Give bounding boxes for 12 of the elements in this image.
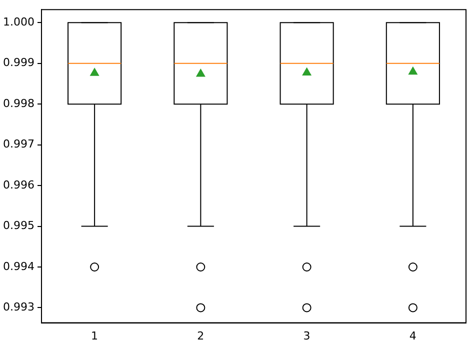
x-tick-label: 3 <box>303 329 310 342</box>
x-tick-label: 2 <box>197 329 204 342</box>
y-tick-label: 0.997 <box>2 138 34 151</box>
y-tick-label: 1.000 <box>2 15 34 28</box>
y-tick-label: 0.998 <box>2 96 34 110</box>
y-tick-label: 0.999 <box>2 56 34 70</box>
y-tick-label: 0.996 <box>2 178 34 192</box>
y-tick-label: 0.994 <box>2 260 34 273</box>
y-tick-label: 0.993 <box>2 300 34 314</box>
x-tick-label: 1 <box>91 329 98 342</box>
x-tick-label: 4 <box>409 329 416 342</box>
y-tick-label: 0.995 <box>2 219 34 232</box>
